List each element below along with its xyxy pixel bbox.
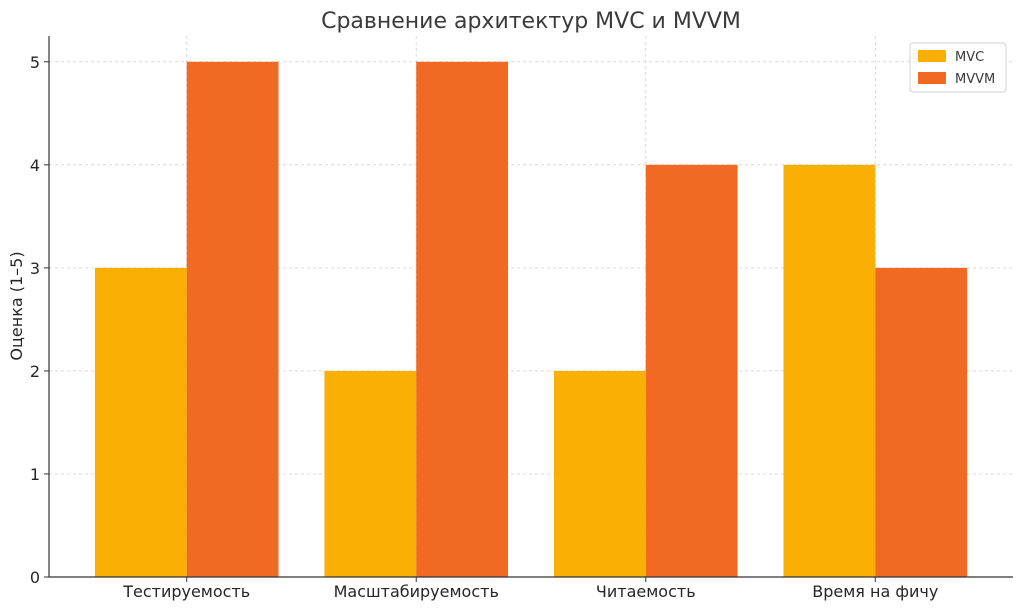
y-tick-label: 3 [30,259,40,278]
bar-mvc-2 [553,370,646,577]
x-tick-label: Время на фичу [812,582,938,601]
chart-title: Сравнение архитектур MVC и MVVM [321,9,741,34]
bars [94,61,968,578]
bar-mvvm-2 [645,164,738,578]
y-tick-label: 0 [30,568,40,587]
bar-mvvm-0 [186,61,279,578]
y-axis-label: Оценка (1–5) [7,251,26,360]
y-axis-ticks: 0 1 2 3 4 5 [30,53,49,587]
bar-mvc-0 [94,267,187,577]
bar-mvc-1 [324,370,417,577]
x-tick-label: Читаемость [596,582,696,601]
legend-label-mvvm: MVVM [955,72,995,87]
legend-label-mvc: MVC [955,50,984,65]
x-tick-label: Масштабируемость [334,582,499,601]
y-tick-label: 2 [30,362,40,381]
y-tick-label: 5 [30,53,40,72]
y-tick-label: 1 [30,465,40,484]
legend-swatch-mvvm [918,72,946,84]
bar-mvvm-1 [416,61,509,578]
x-axis-ticks: Тестируемость Масштабируемость Читаемость В… [122,577,938,601]
y-tick-label: 4 [30,156,40,175]
x-tick-label: Тестируемость [122,582,250,601]
legend: MVC MVVM [909,42,1007,93]
legend-swatch-mvc [918,50,946,62]
bar-mvc-3 [783,164,876,578]
bar-mvvm-3 [875,267,968,577]
